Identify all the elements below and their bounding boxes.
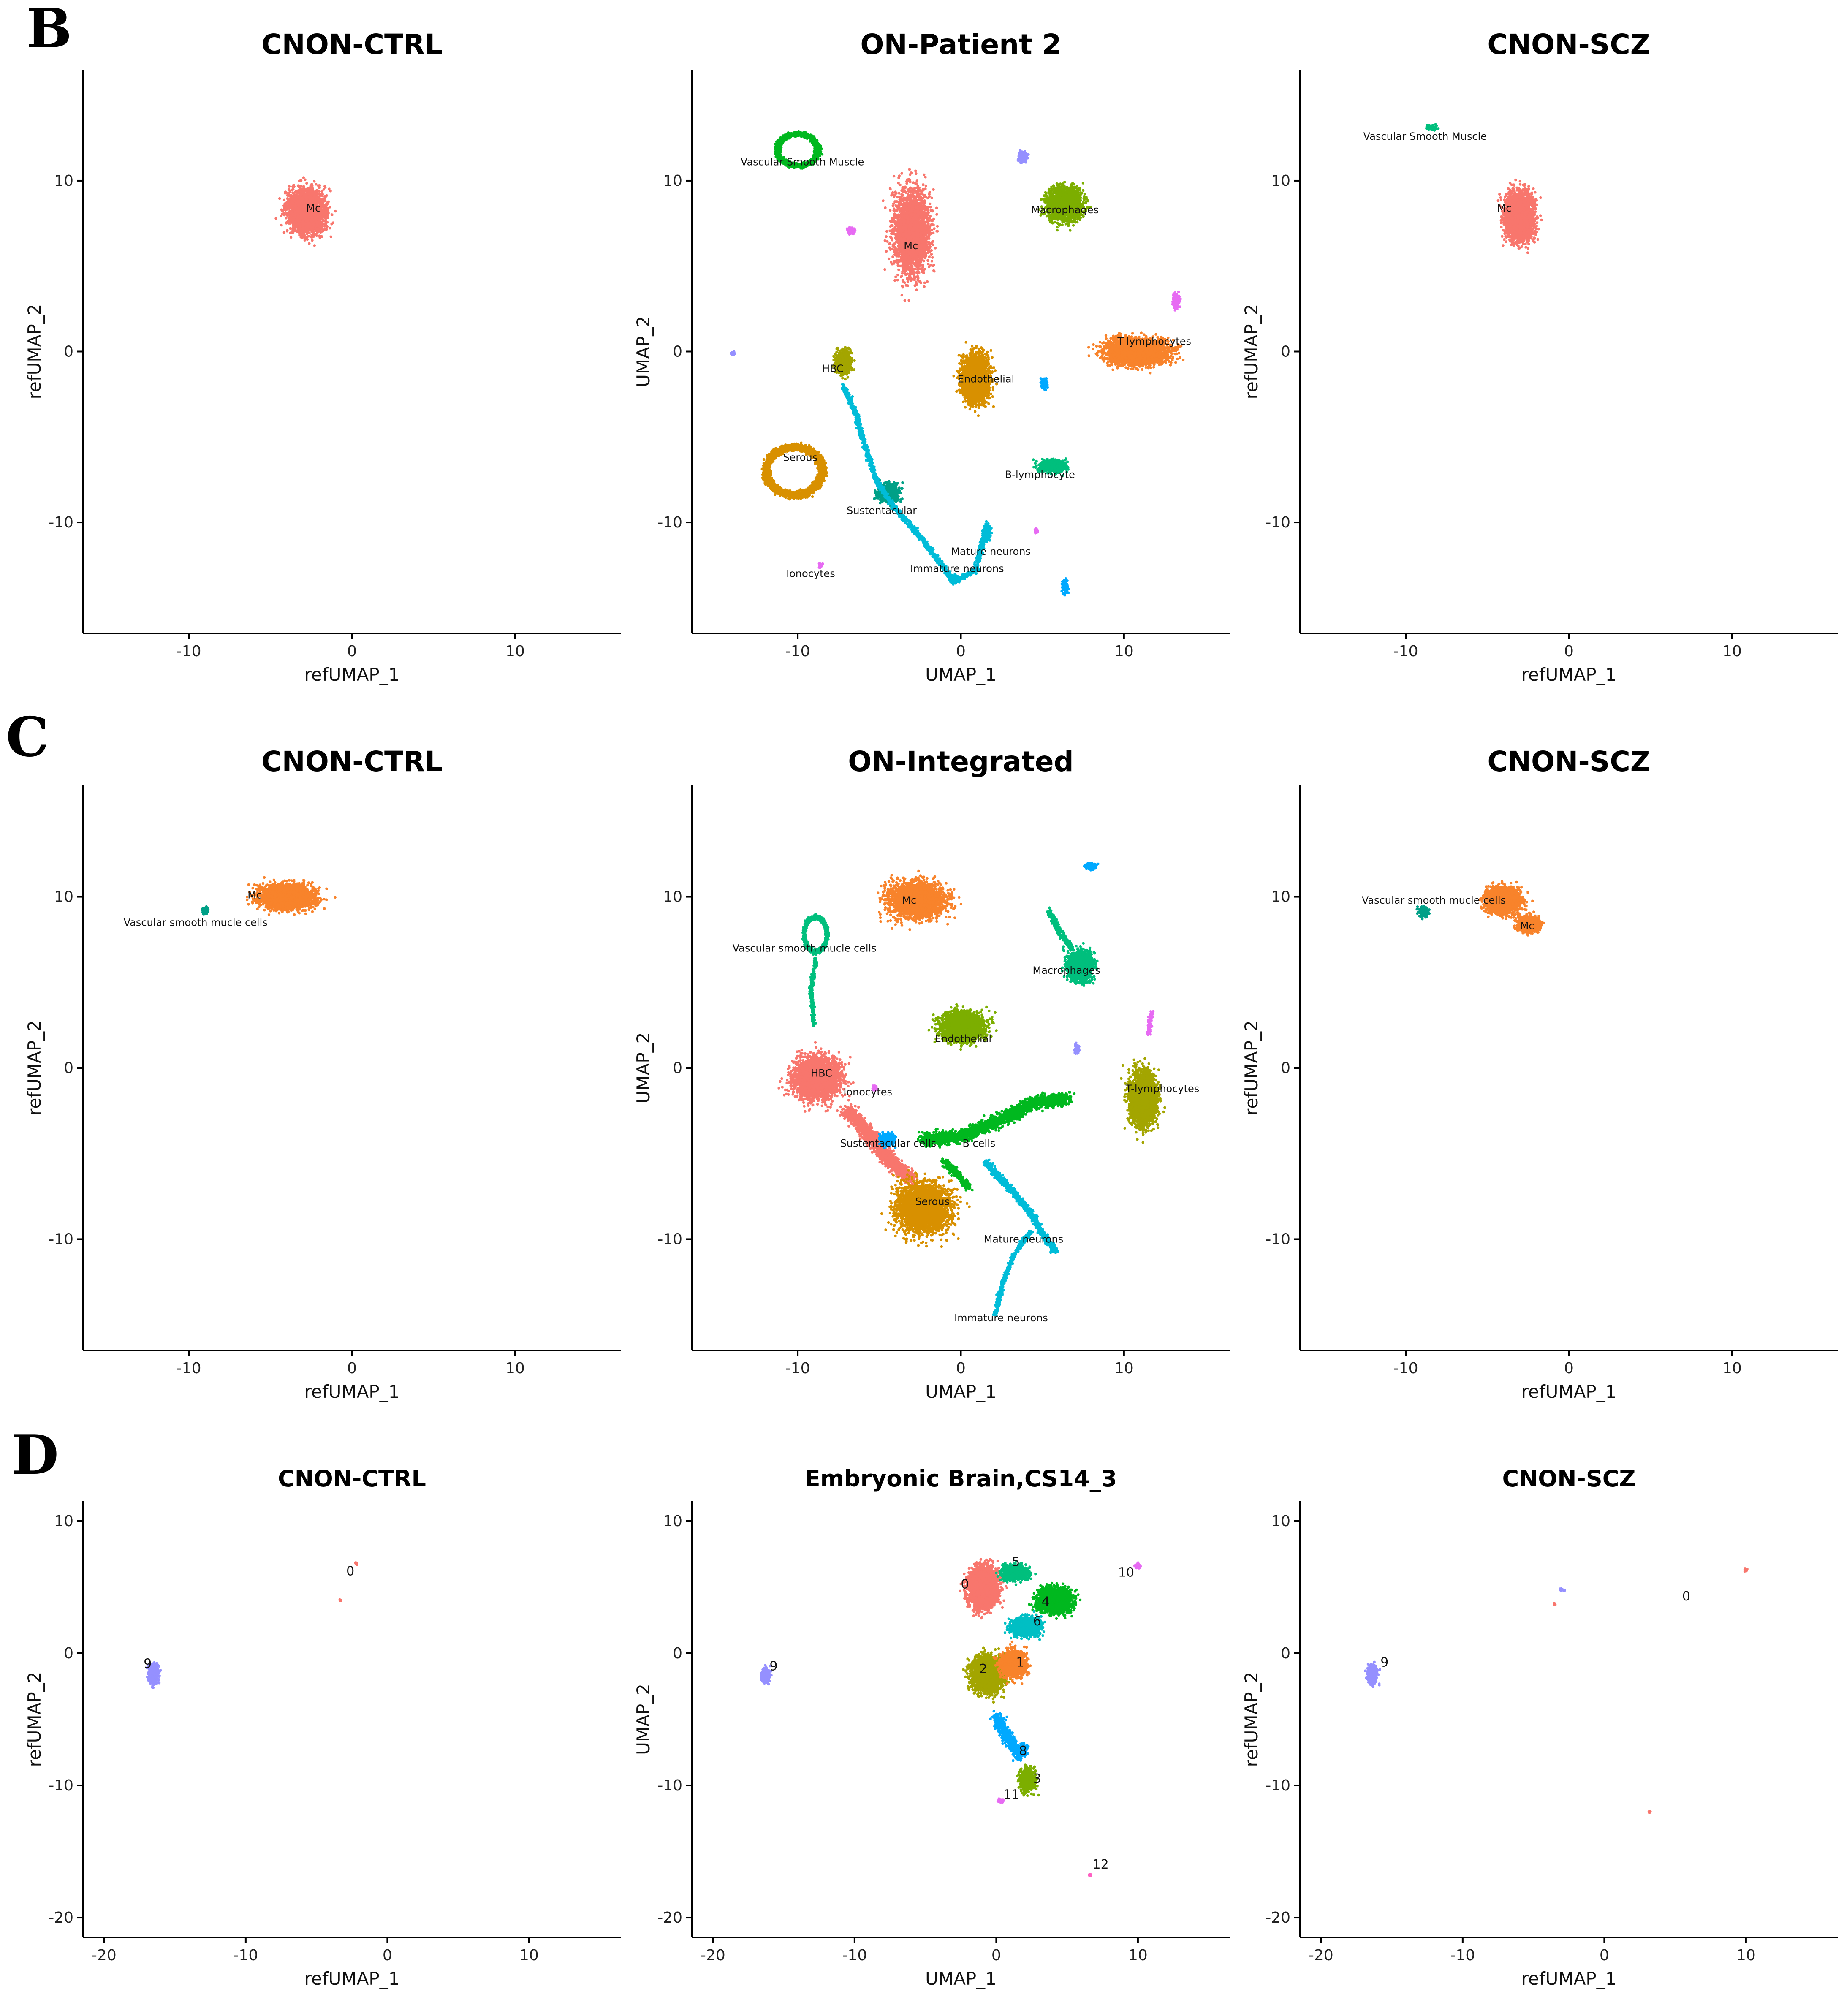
point <box>280 224 282 226</box>
point <box>307 235 310 237</box>
point <box>315 189 318 191</box>
panel-letter-b: B <box>26 0 72 60</box>
point <box>334 210 337 212</box>
point <box>313 244 316 247</box>
point <box>332 221 334 224</box>
point <box>325 228 328 231</box>
point <box>298 179 301 182</box>
point-layer <box>274 176 337 247</box>
panel-letter-d: D <box>12 1424 59 1487</box>
panel-letter-c: C <box>6 706 49 769</box>
point <box>292 188 294 190</box>
umap-plot-0-0: CNON-CTRL-10 0 10-10010refUMAP_1refUMAP_2M… <box>24 28 621 685</box>
point <box>290 236 292 239</box>
point <box>278 197 281 200</box>
point <box>305 182 308 185</box>
point <box>287 198 290 201</box>
point <box>285 201 288 204</box>
plot-title: CNON-CTRL <box>261 28 443 61</box>
point <box>285 217 287 219</box>
cluster-points <box>274 176 337 247</box>
point <box>320 235 323 237</box>
point <box>321 190 323 193</box>
